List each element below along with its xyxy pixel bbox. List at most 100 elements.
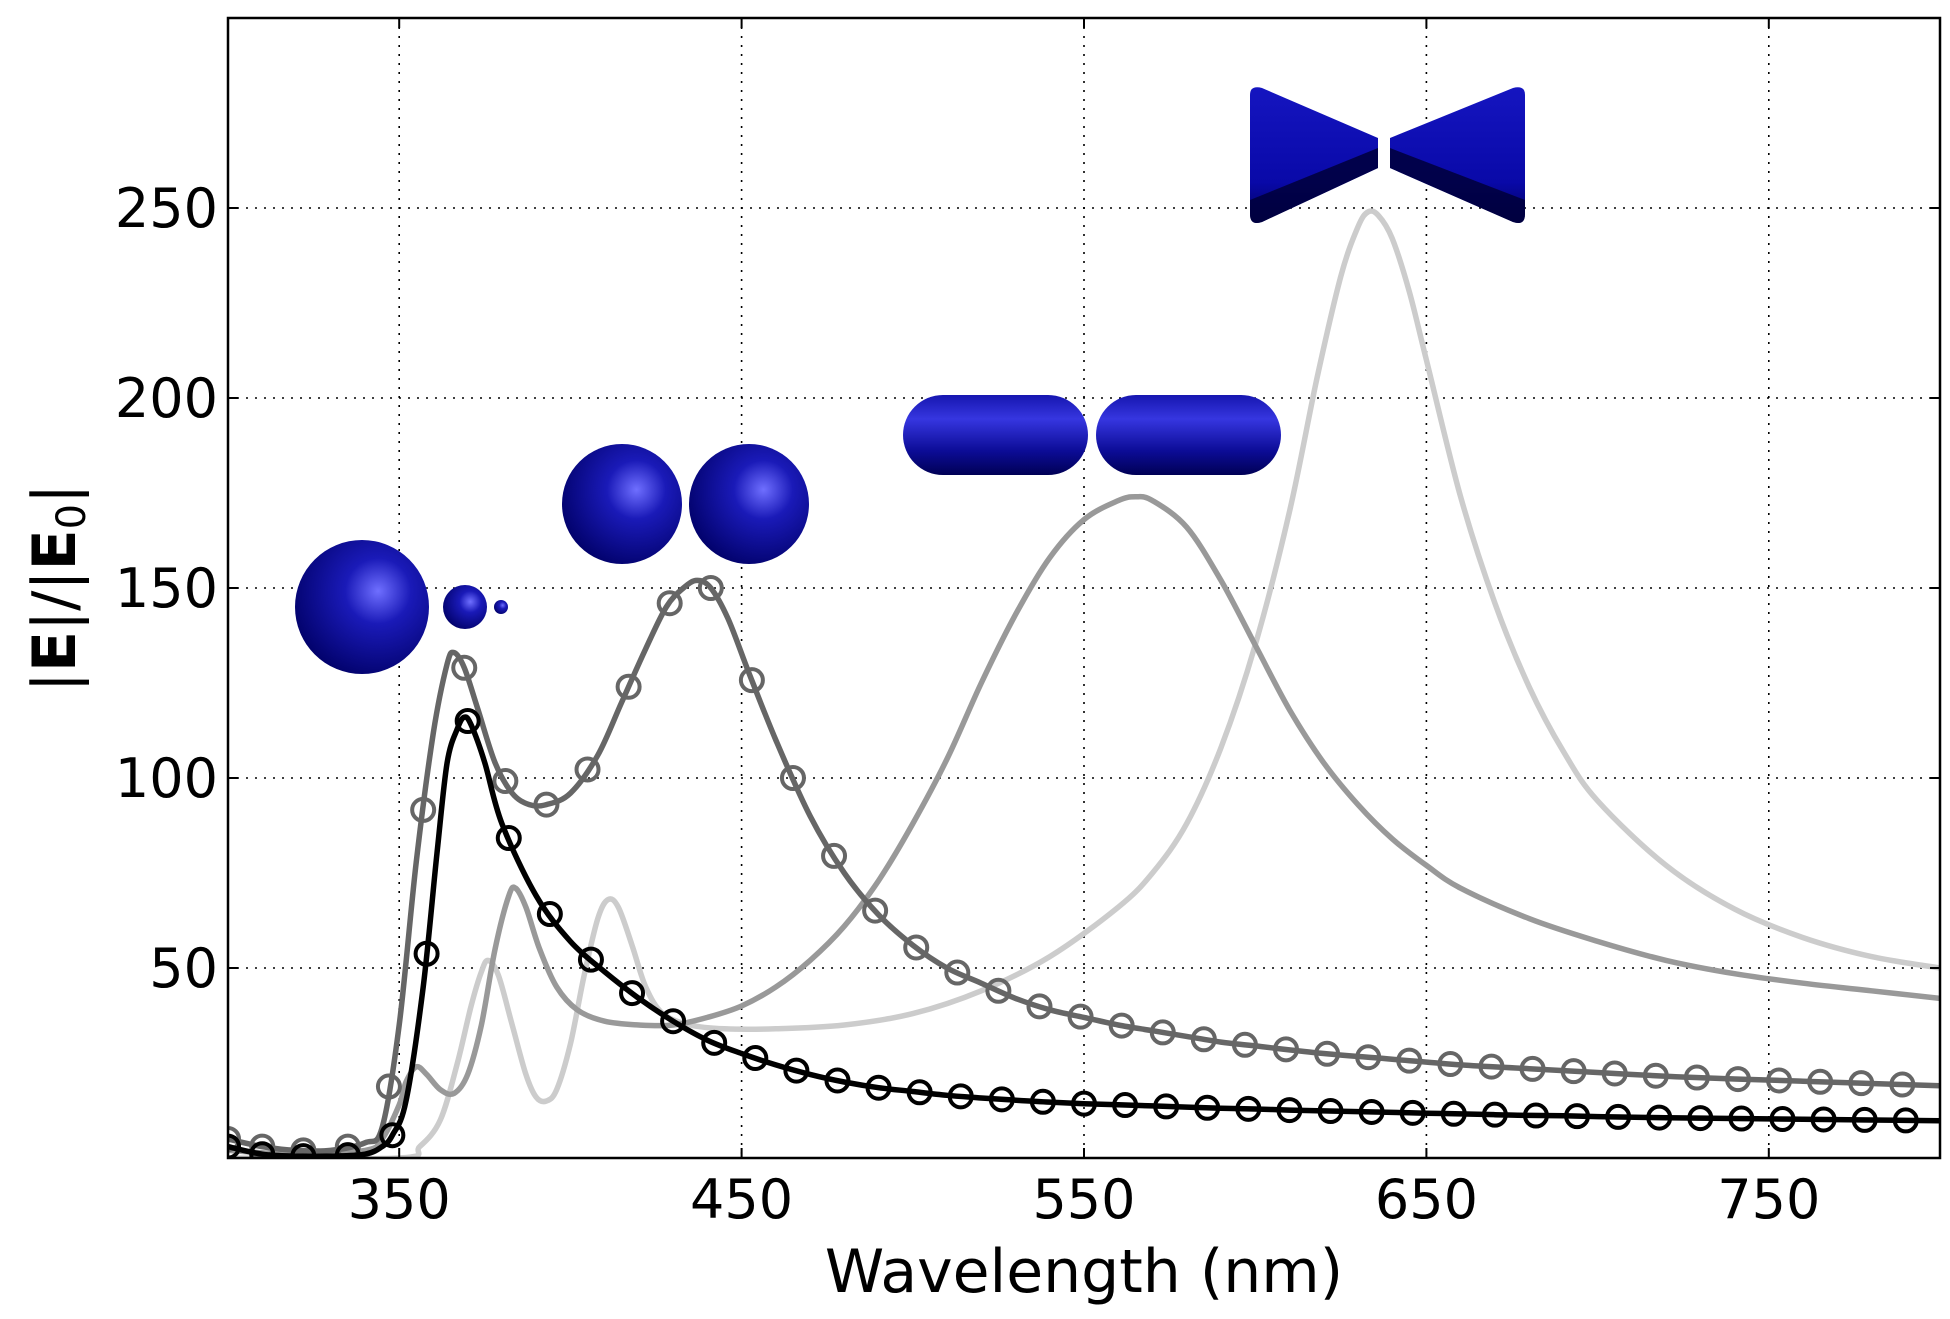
data-point bbox=[1355, 1044, 1382, 1071]
data-point bbox=[334, 1142, 361, 1158]
x-tick-label: 750 bbox=[1717, 1168, 1820, 1231]
data-point bbox=[379, 1122, 406, 1149]
data-point bbox=[1437, 1051, 1464, 1078]
data-point bbox=[410, 796, 437, 823]
data-point bbox=[574, 756, 601, 783]
data-point bbox=[1314, 1040, 1341, 1067]
y-axis-label: |E|/|E0| bbox=[20, 484, 95, 693]
data-point bbox=[1026, 993, 1053, 1020]
y-tick-label: 150 bbox=[115, 557, 218, 620]
data-point bbox=[1519, 1055, 1546, 1082]
y-tick-label: 100 bbox=[115, 747, 218, 810]
data-point bbox=[906, 1079, 933, 1106]
data-point bbox=[660, 1008, 687, 1035]
series-3 bbox=[228, 208, 1940, 1158]
series bbox=[228, 208, 1940, 1158]
data-point bbox=[1108, 1012, 1135, 1039]
data-point bbox=[783, 1057, 810, 1084]
data-point bbox=[1683, 1064, 1710, 1091]
data-point bbox=[1851, 1106, 1878, 1133]
data-point bbox=[1190, 1026, 1217, 1053]
data-point bbox=[944, 959, 971, 986]
data-point bbox=[1564, 1103, 1591, 1130]
data-point bbox=[451, 654, 478, 681]
data-point bbox=[1481, 1101, 1508, 1128]
data-point bbox=[1889, 1071, 1916, 1098]
bowtie-icon bbox=[1250, 87, 1525, 223]
data-point bbox=[1478, 1053, 1505, 1080]
series-1 bbox=[228, 575, 1940, 1158]
data-point bbox=[413, 940, 440, 967]
data-point bbox=[1396, 1047, 1423, 1074]
x-tick-label: 650 bbox=[1375, 1168, 1478, 1231]
data-point bbox=[1029, 1088, 1056, 1115]
data-point bbox=[1522, 1102, 1549, 1129]
data-point bbox=[701, 1029, 728, 1056]
series-line bbox=[228, 577, 1940, 1154]
data-point bbox=[988, 1086, 1015, 1113]
data-point bbox=[779, 765, 806, 791]
data-point bbox=[536, 901, 563, 928]
data-point bbox=[495, 825, 522, 852]
x-axis-ticks: 350 450 550 650 750 bbox=[348, 18, 1820, 1231]
data-point bbox=[1149, 1019, 1176, 1046]
data-point bbox=[985, 977, 1012, 1004]
sphere-trimer-icon bbox=[295, 540, 508, 674]
data-point bbox=[619, 980, 646, 1007]
data-point bbox=[1687, 1105, 1714, 1132]
y-tick-label: 250 bbox=[115, 177, 218, 240]
data-point bbox=[1194, 1094, 1221, 1121]
data-point bbox=[1769, 1106, 1796, 1133]
data-point bbox=[249, 1141, 276, 1158]
sphere-dimer-icon bbox=[562, 444, 809, 564]
data-point bbox=[533, 791, 560, 818]
data-point bbox=[1273, 1036, 1300, 1063]
data-point bbox=[1067, 1003, 1094, 1030]
data-point bbox=[697, 575, 724, 601]
data-point bbox=[615, 673, 642, 700]
data-point bbox=[1440, 1100, 1467, 1127]
data-point bbox=[228, 1126, 241, 1152]
data-point bbox=[1646, 1104, 1673, 1131]
data-point bbox=[454, 708, 481, 734]
data-point bbox=[1807, 1068, 1834, 1095]
data-point bbox=[1766, 1067, 1793, 1094]
data-point bbox=[656, 590, 683, 617]
data-point bbox=[1399, 1099, 1426, 1126]
data-point bbox=[1235, 1095, 1262, 1122]
x-tick-label: 350 bbox=[348, 1168, 451, 1231]
data-point bbox=[1317, 1098, 1344, 1125]
data-point bbox=[1112, 1092, 1139, 1119]
data-point bbox=[903, 934, 930, 961]
data-point bbox=[1642, 1062, 1669, 1089]
data-point bbox=[1276, 1097, 1303, 1124]
data-point bbox=[821, 842, 848, 869]
data-point bbox=[1724, 1066, 1751, 1093]
data-point bbox=[1560, 1058, 1587, 1085]
series-line bbox=[228, 714, 1940, 1158]
data-point bbox=[947, 1083, 974, 1110]
data-point bbox=[862, 897, 889, 924]
y-tick-label: 200 bbox=[115, 367, 218, 430]
grid bbox=[228, 18, 1940, 1158]
data-point bbox=[228, 1133, 241, 1158]
data-point bbox=[492, 768, 519, 795]
x-tick-label: 450 bbox=[690, 1168, 793, 1231]
data-point bbox=[1892, 1107, 1919, 1134]
data-point bbox=[577, 946, 604, 973]
data-point bbox=[375, 1073, 402, 1100]
data-point bbox=[1728, 1105, 1755, 1132]
y-axis-ticks: 50 100 150 200 250 bbox=[115, 177, 1940, 1000]
series-line bbox=[228, 208, 1940, 1158]
data-point bbox=[1601, 1060, 1628, 1087]
data-point bbox=[1605, 1103, 1632, 1130]
data-point bbox=[865, 1074, 892, 1101]
data-point bbox=[1231, 1031, 1258, 1058]
y-tick-label: 50 bbox=[149, 937, 218, 1000]
data-point bbox=[824, 1067, 851, 1094]
x-axis-label: Wavelength (nm) bbox=[825, 1237, 1343, 1307]
data-point bbox=[1810, 1106, 1837, 1133]
series-0 bbox=[228, 708, 1940, 1158]
data-point bbox=[1848, 1070, 1875, 1097]
data-point bbox=[742, 1045, 769, 1072]
